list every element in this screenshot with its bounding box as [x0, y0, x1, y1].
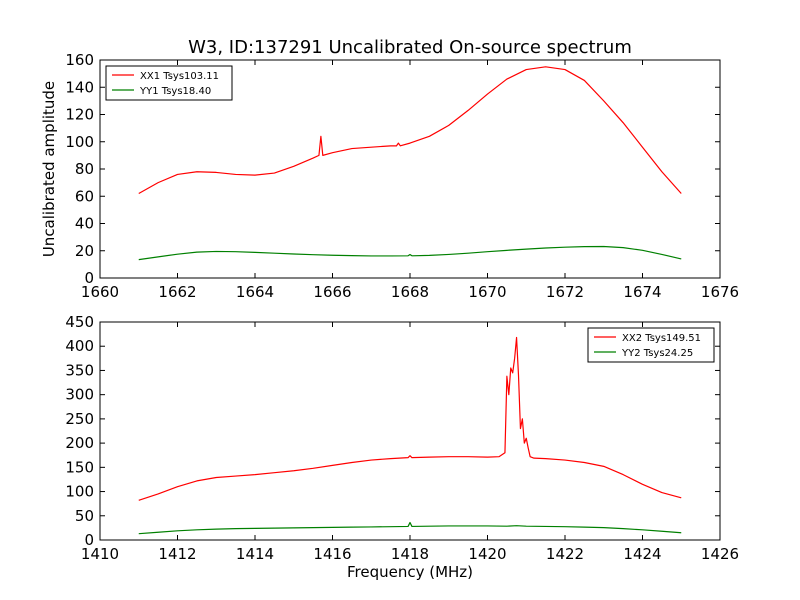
- y-tick-label: 140: [65, 78, 94, 96]
- x-tick-label: 1674: [623, 283, 661, 301]
- x-tick-label: 1422: [546, 545, 584, 563]
- y-tick-label: 60: [75, 187, 94, 205]
- y-tick-label: 120: [65, 106, 94, 124]
- y-tick-label: 40: [75, 215, 94, 233]
- y-tick-label: 0: [84, 531, 94, 549]
- x-tick-label: 1660: [81, 283, 119, 301]
- x-tick-label: 1668: [391, 283, 429, 301]
- y-tick-label: 400: [65, 337, 94, 355]
- x-tick-label: 1670: [468, 283, 506, 301]
- legend-entry: XX1 Tsys103.11: [140, 71, 219, 82]
- legend-entry: YY2 Tsys24.25: [621, 348, 693, 359]
- x-tick-label: 1672: [546, 283, 584, 301]
- y-tick-label: 160: [65, 51, 94, 69]
- y-tick-label: 100: [65, 133, 94, 151]
- y-tick-label: 450: [65, 313, 94, 331]
- series-line-2-2: [138, 521, 682, 535]
- x-tick-label: 1414: [236, 545, 274, 563]
- legend: XX2 Tsys149.51 YY2 Tsys24.25: [587, 327, 715, 363]
- x-tick-label: 1424: [623, 545, 661, 563]
- legend: XX1 Tsys103.11 YY1 Tsys18.40: [105, 65, 233, 101]
- x-tick-label: 1664: [236, 283, 274, 301]
- x-tick-label: 1420: [468, 545, 506, 563]
- y-tick-label: 350: [65, 361, 94, 379]
- y-tick-label: 150: [65, 458, 94, 476]
- plot-panels: 1660 1662 1664 1666 1668 1670 1672 1674 1676 0 20 4…: [40, 51, 739, 581]
- y-tick-label: 20: [75, 242, 94, 260]
- x-tick-label: 1666: [313, 283, 351, 301]
- x-tick-label: 1412: [158, 545, 196, 563]
- legend-box: [105, 65, 233, 101]
- legend-box: [587, 327, 715, 363]
- series-line-1-1: [138, 66, 682, 195]
- series-line-1-2: [138, 245, 682, 261]
- x-tick-label: 1410: [81, 545, 119, 563]
- y-axis-label: Uncalibrated amplitude: [40, 81, 58, 257]
- figure-title: W3, ID:137291 Uncalibrated On-source spe…: [188, 37, 632, 58]
- y-tick-label: 0: [84, 269, 94, 287]
- y-tick-label: 250: [65, 410, 94, 428]
- plot-panel-2: 1410 1412 1414 1416 1418 1420 1422 1424 1426 0 50 1…: [65, 313, 739, 581]
- series-line-2-1: [138, 336, 682, 501]
- x-tick-label: 1676: [701, 283, 739, 301]
- x-tick-label: 1662: [158, 283, 196, 301]
- plot-panel-1: 1660 1662 1664 1666 1668 1670 1672 1674 1676 0 20 4…: [40, 51, 739, 301]
- x-axis-label: Frequency (MHz): [347, 563, 473, 581]
- x-tick-label: 1426: [701, 545, 739, 563]
- x-tick-label: 1416: [313, 545, 351, 563]
- y-tick-label: 100: [65, 483, 94, 501]
- legend-entry: YY1 Tsys18.40: [139, 86, 211, 97]
- y-tick-label: 80: [75, 160, 94, 178]
- y-tick-label: 300: [65, 386, 94, 404]
- y-tick-label: 200: [65, 434, 94, 452]
- y-tick-label: 50: [75, 507, 94, 525]
- legend-entry: XX2 Tsys149.51: [622, 333, 701, 344]
- x-tick-label: 1418: [391, 545, 429, 563]
